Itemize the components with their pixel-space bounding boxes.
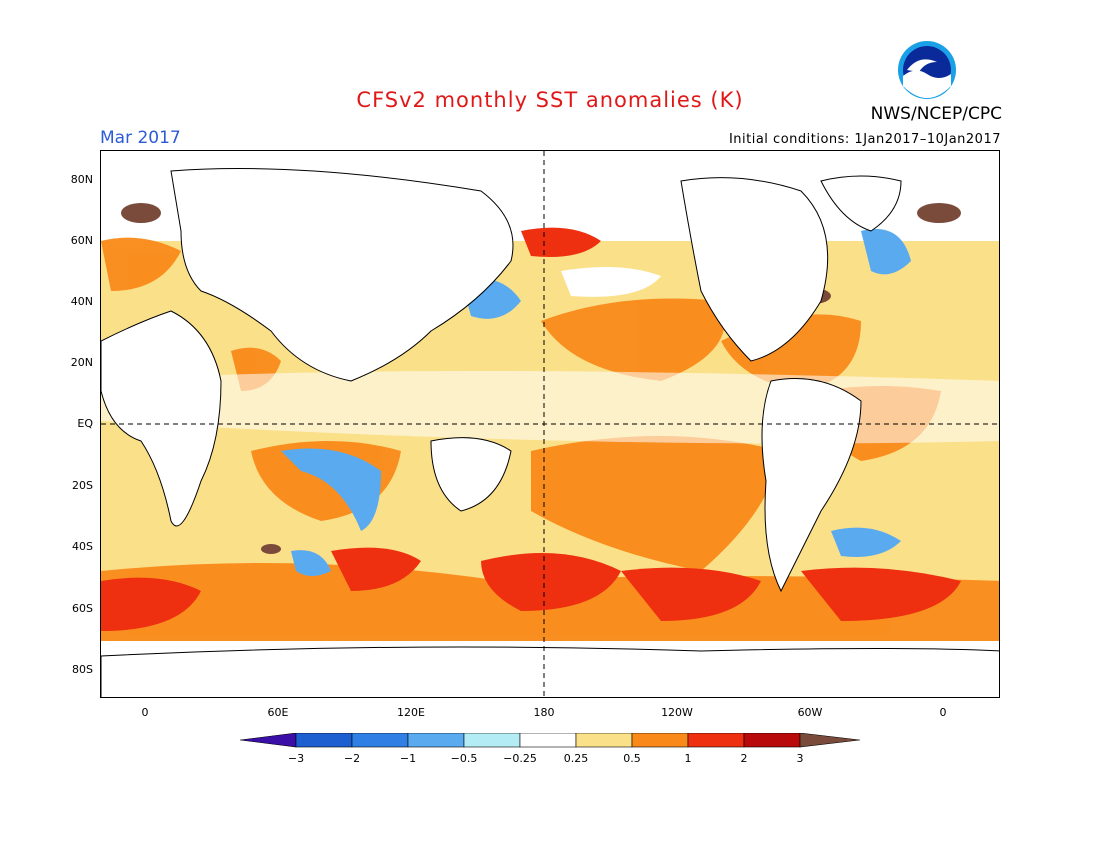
colorbar-label: −2 [343,752,361,765]
colorbar-label: −1 [399,752,417,765]
lat-label: 60N [70,234,93,247]
hot-anomaly-regions [101,227,961,631]
colorbar-segment [295,733,353,748]
noaa-logo-icon [898,41,956,99]
lat-label: 20N [70,356,93,369]
cool-anomaly-regions [281,229,911,576]
colorbar-label: −0.5 [450,752,478,765]
lon-label: 0 [141,706,149,719]
colorbar-segment [407,733,465,748]
agency-label: NWS/NCEP/CPC [870,104,1002,124]
lat-label: 40S [72,540,93,553]
lon-label: 120E [397,706,425,719]
map-title: CFSv2 monthly SST anomalies (K) [356,88,744,112]
colorbar-label: 2 [740,752,748,765]
initial-conditions: Initial conditions: 1Jan2017–10Jan2017 [728,132,1001,147]
colorbar-label: 0.5 [623,752,641,765]
land-masses [101,168,999,697]
colorbar-segment [631,733,689,748]
colorbar-segment [463,733,521,748]
colorbar-segment [519,733,577,748]
lon-label: 60E [267,706,289,719]
lat-label: 80S [72,663,93,676]
lat-label: 40N [70,295,93,308]
colorbar-label: 0.25 [563,752,589,765]
colorbar [240,733,860,748]
colorbar-segment [351,733,409,748]
colorbar-label: 1 [684,752,692,765]
lon-label: 120W [661,706,693,719]
sst-anomaly-map [100,150,1000,698]
map-canvas [101,151,999,697]
lat-label: EQ [77,417,93,430]
colorbar-label: 3 [796,752,804,765]
colorbar-label: −3 [287,752,305,765]
colorbar-label: −0.25 [503,752,537,765]
forecast-month: Mar 2017 [100,128,181,148]
lat-label: 80N [70,173,93,186]
colorbar-segment [240,733,297,748]
colorbar-segment [687,733,745,748]
colorbar-segment [575,733,633,748]
lat-label: 20S [72,479,93,492]
lon-label: 0 [939,706,947,719]
lon-label: 180 [533,706,555,719]
lat-label: 60S [72,602,93,615]
lon-label: 60W [797,706,823,719]
colorbar-segment [799,733,860,748]
colorbar-segment [743,733,801,748]
